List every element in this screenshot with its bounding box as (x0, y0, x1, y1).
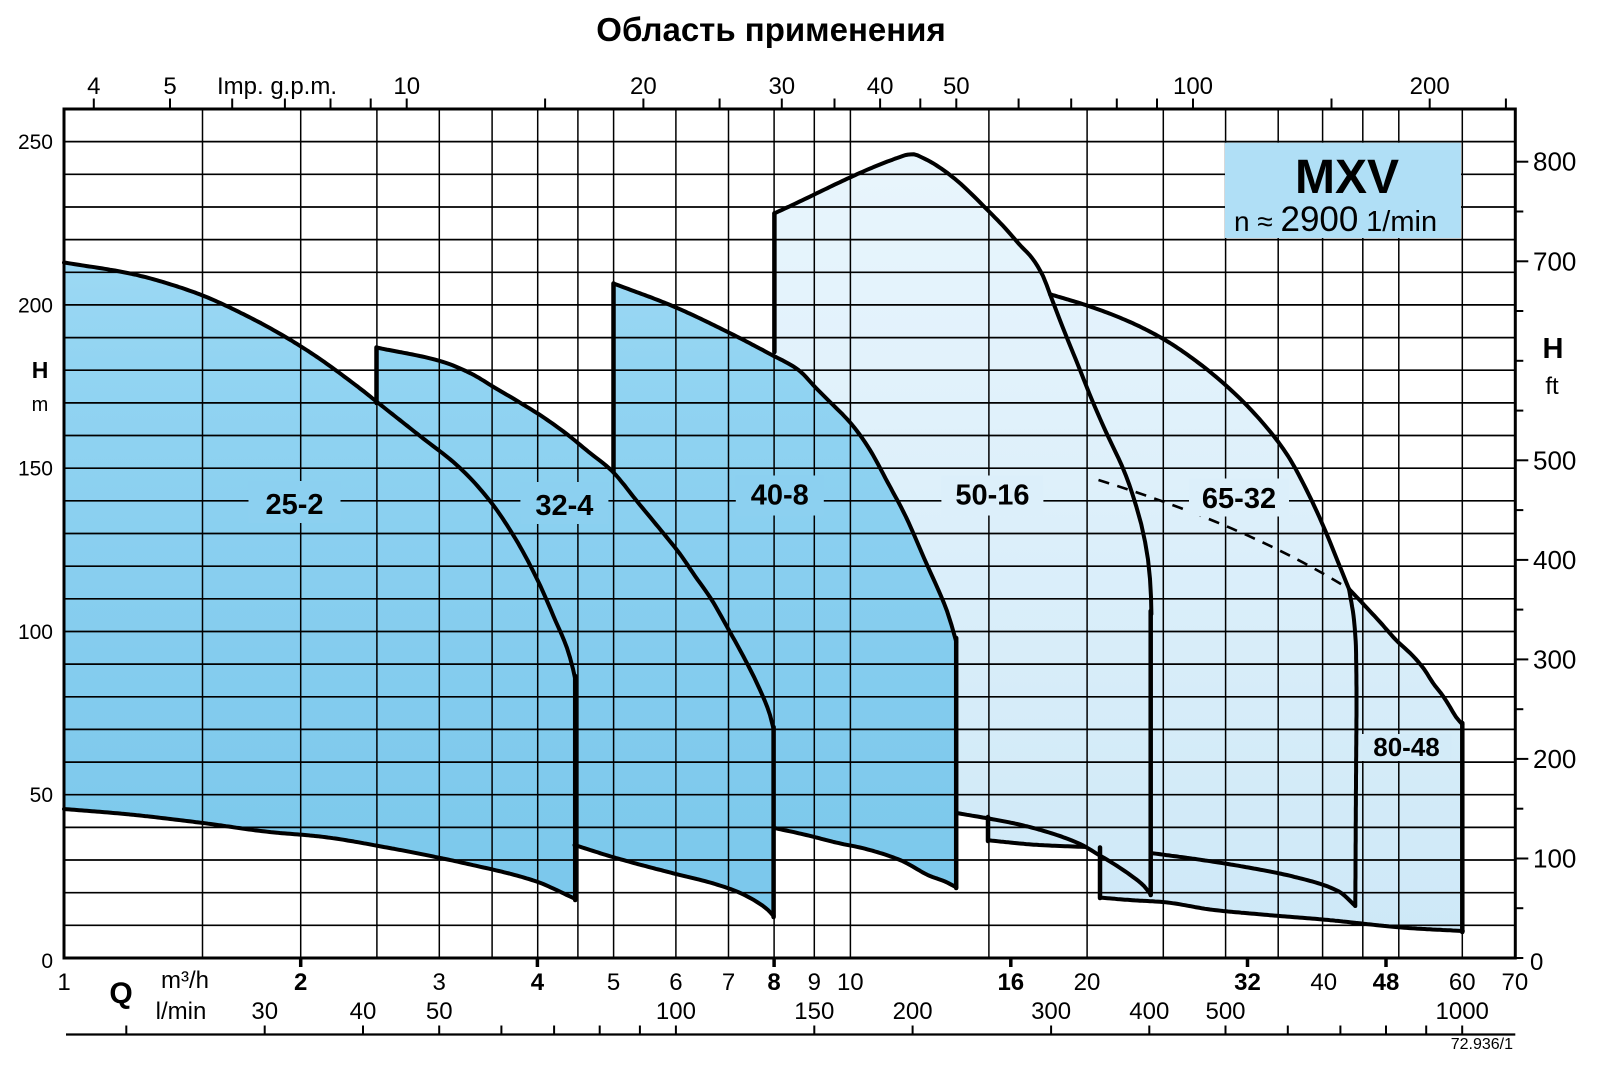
svg-text:5: 5 (163, 73, 176, 100)
svg-text:0: 0 (1530, 949, 1543, 976)
svg-text:1: 1 (57, 969, 70, 996)
svg-text:200: 200 (893, 998, 933, 1025)
svg-text:20: 20 (630, 73, 657, 100)
svg-text:800: 800 (1533, 147, 1576, 177)
svg-text:3: 3 (433, 969, 446, 996)
svg-text:70: 70 (1502, 969, 1529, 996)
svg-text:300: 300 (1031, 998, 1071, 1025)
svg-text:50: 50 (943, 73, 970, 100)
svg-text:150: 150 (794, 998, 834, 1025)
svg-text:H: H (32, 357, 49, 383)
svg-text:Область применения: Область применения (596, 11, 945, 48)
svg-text:1000: 1000 (1436, 998, 1489, 1025)
svg-text:40: 40 (867, 73, 894, 100)
svg-text:50: 50 (426, 998, 453, 1025)
svg-text:100: 100 (656, 998, 696, 1025)
svg-text:2: 2 (294, 969, 307, 996)
svg-text:500: 500 (1533, 445, 1576, 475)
svg-text:30: 30 (251, 998, 278, 1025)
svg-text:10: 10 (393, 73, 420, 100)
svg-text:50-16: 50-16 (955, 480, 1029, 512)
svg-text:80-48: 80-48 (1373, 732, 1440, 762)
svg-text:400: 400 (1129, 998, 1169, 1025)
svg-text:200: 200 (1533, 744, 1576, 774)
svg-text:100: 100 (18, 621, 53, 644)
svg-text:l/min: l/min (156, 998, 207, 1025)
svg-text:200: 200 (18, 294, 53, 317)
svg-text:300: 300 (1533, 644, 1576, 674)
svg-text:m: m (32, 394, 49, 416)
svg-text:100: 100 (1173, 73, 1213, 100)
svg-text:30: 30 (768, 73, 795, 100)
svg-text:0: 0 (41, 950, 53, 973)
svg-text:20: 20 (1074, 969, 1101, 996)
svg-text:MXV: MXV (1295, 151, 1399, 204)
svg-text:100: 100 (1533, 844, 1576, 874)
svg-text:700: 700 (1533, 246, 1576, 276)
svg-text:Q: Q (109, 977, 132, 1010)
svg-text:32: 32 (1234, 969, 1261, 996)
svg-text:ft: ft (1545, 373, 1559, 400)
svg-text:Imp. g.p.m.: Imp. g.p.m. (217, 73, 337, 100)
svg-text:48: 48 (1373, 969, 1400, 996)
svg-text:60: 60 (1449, 969, 1476, 996)
svg-text:8: 8 (767, 969, 780, 996)
svg-text:400: 400 (1533, 545, 1576, 575)
svg-text:72.936/1: 72.936/1 (1451, 1036, 1513, 1053)
svg-text:4: 4 (87, 73, 100, 100)
svg-text:50: 50 (30, 784, 53, 807)
svg-text:250: 250 (18, 131, 53, 154)
svg-text:n ≈ 2900 1/min: n ≈ 2900 1/min (1234, 200, 1437, 239)
svg-text:40: 40 (1310, 969, 1337, 996)
svg-text:H: H (1543, 333, 1564, 365)
svg-text:7: 7 (722, 969, 735, 996)
svg-text:200: 200 (1410, 73, 1450, 100)
svg-text:40: 40 (350, 998, 377, 1025)
svg-text:40-8: 40-8 (751, 480, 809, 512)
svg-text:150: 150 (18, 458, 53, 481)
svg-text:25-2: 25-2 (265, 489, 323, 521)
svg-text:5: 5 (607, 969, 620, 996)
svg-text:32-4: 32-4 (535, 490, 593, 522)
svg-text:10: 10 (837, 969, 864, 996)
svg-text:4: 4 (531, 969, 545, 996)
svg-text:6: 6 (669, 969, 682, 996)
svg-text:16: 16 (997, 969, 1024, 996)
svg-text:9: 9 (808, 969, 821, 996)
svg-text:500: 500 (1205, 998, 1245, 1025)
svg-text:65-32: 65-32 (1202, 483, 1276, 515)
svg-text:m³/h: m³/h (161, 967, 209, 994)
